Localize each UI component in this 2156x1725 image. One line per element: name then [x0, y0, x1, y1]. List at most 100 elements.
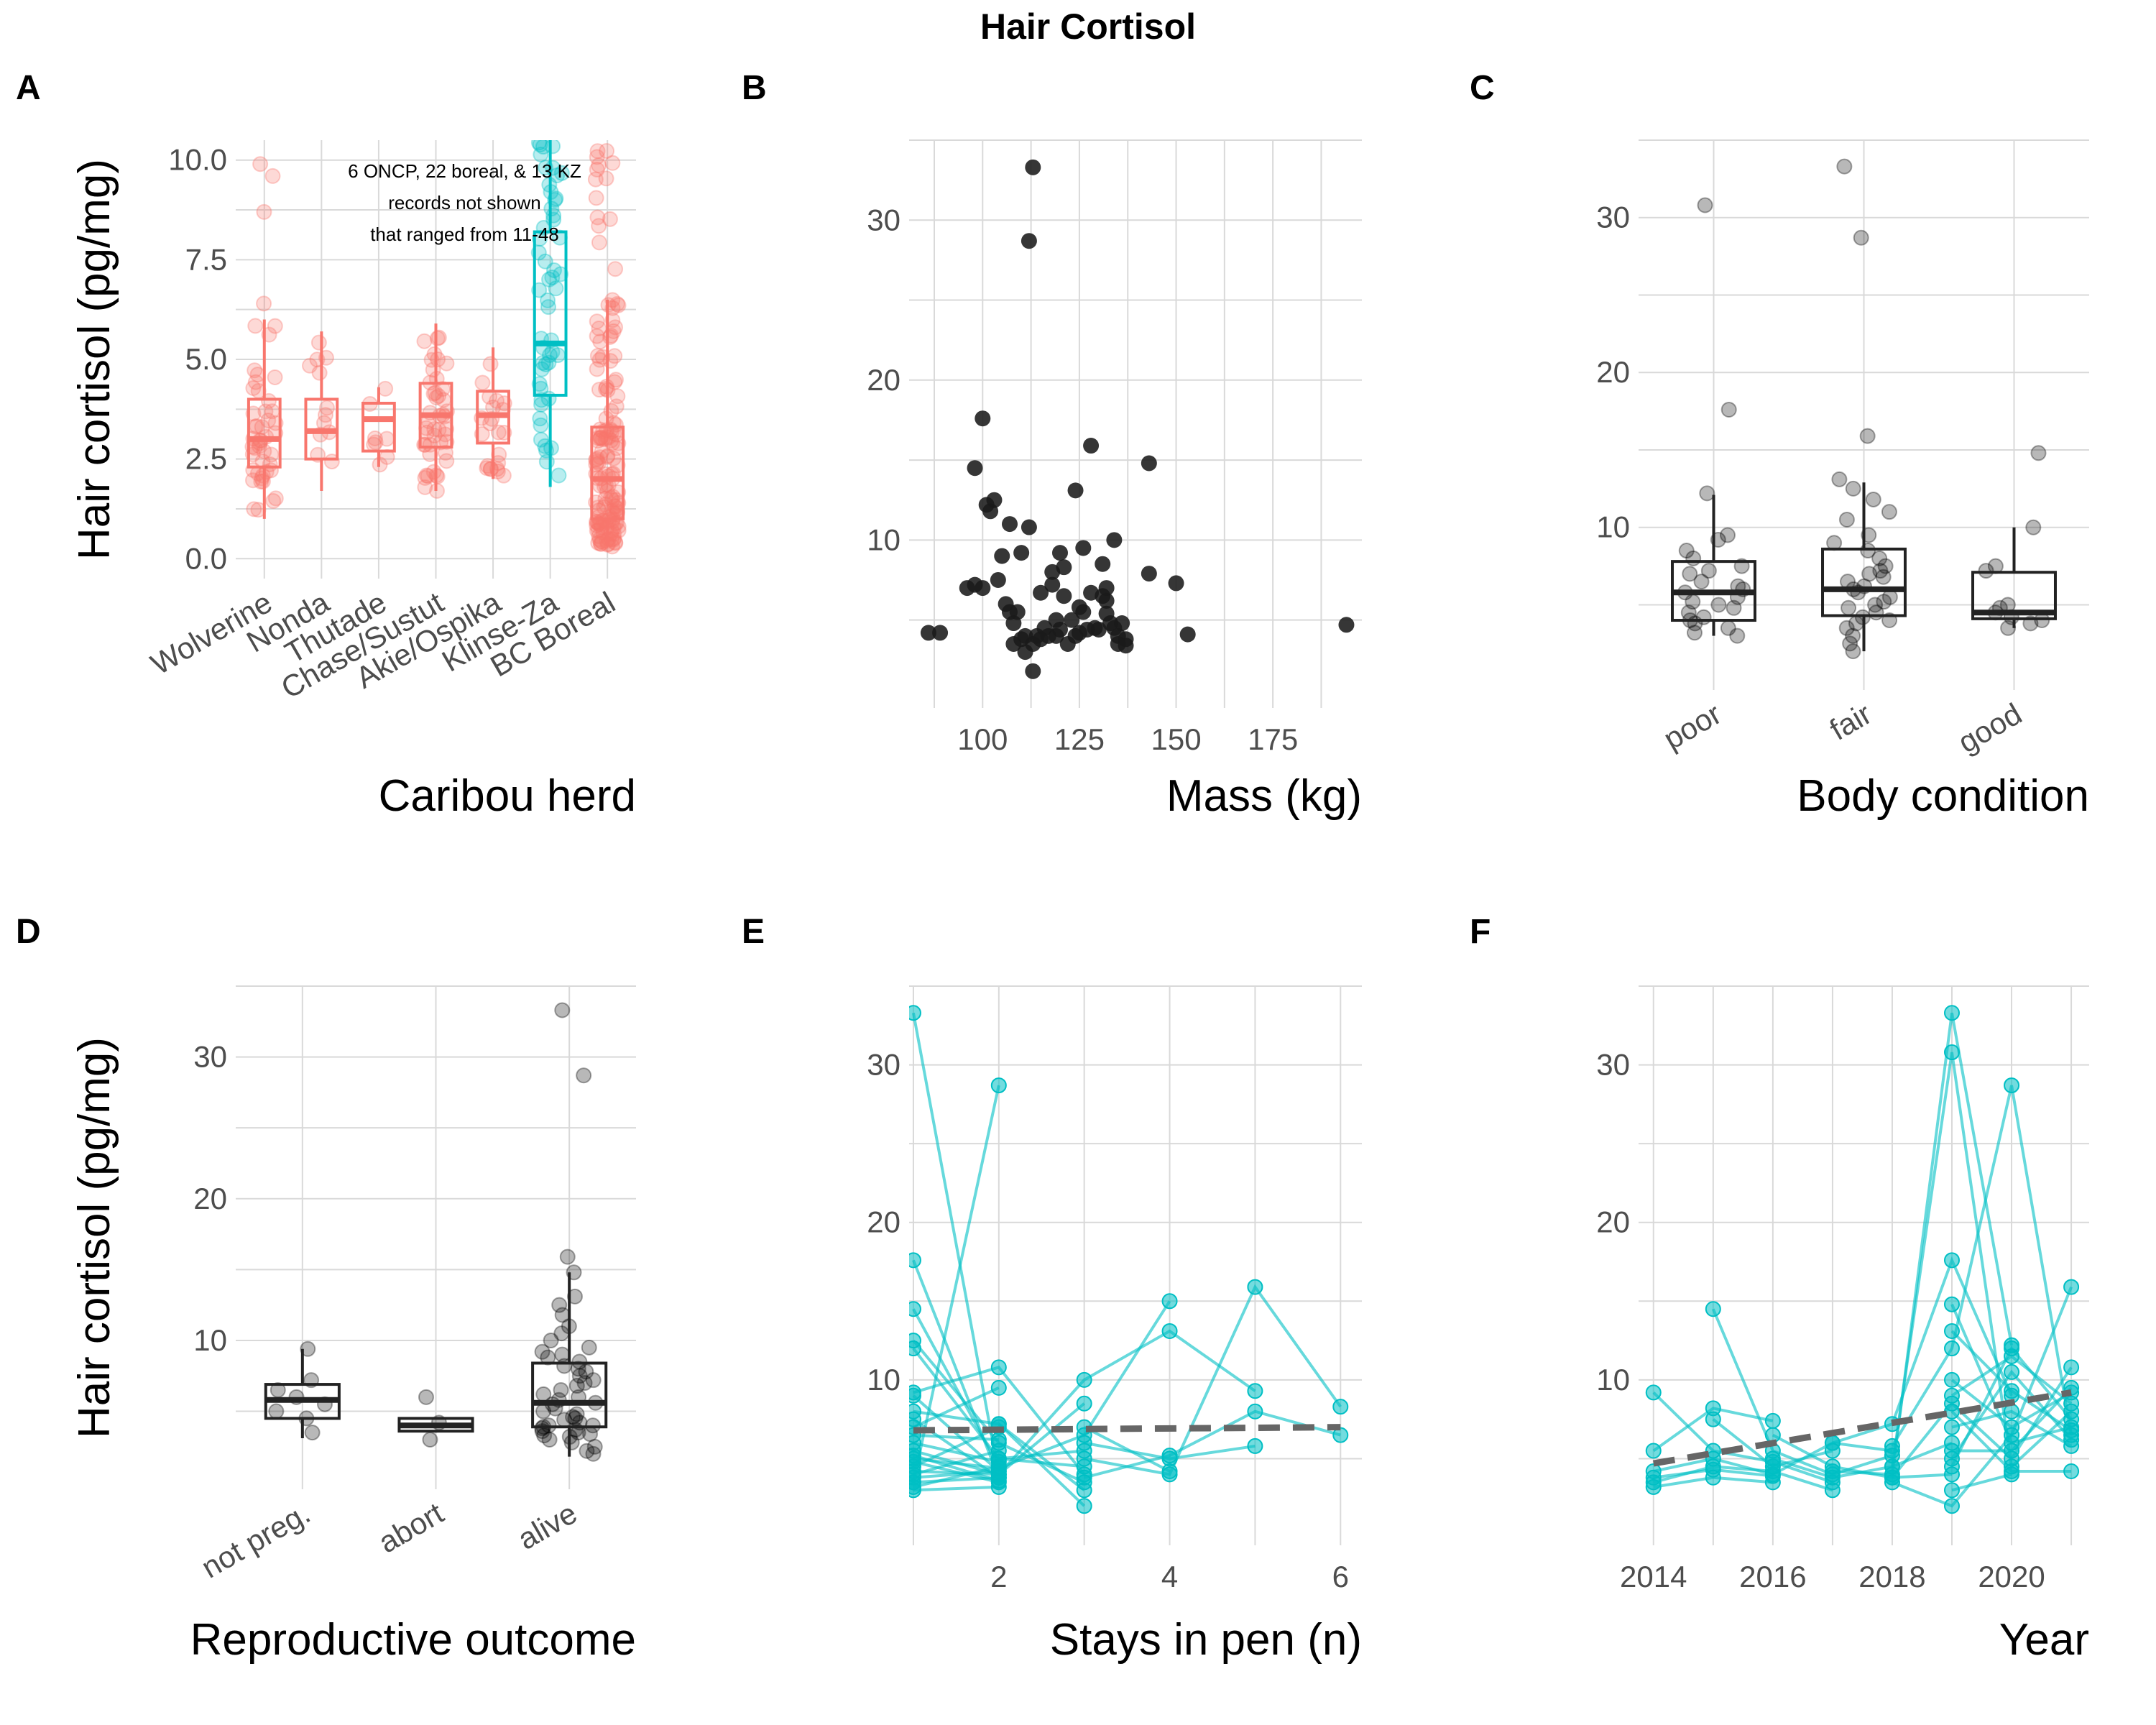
- data-point: [909, 1482, 921, 1499]
- data-point: [603, 432, 619, 448]
- y-tick-label: 20: [193, 1182, 227, 1215]
- data-point: [263, 446, 280, 463]
- data-point: [1875, 569, 1892, 585]
- data-point: [585, 1445, 602, 1462]
- series-line: [998, 1449, 1084, 1460]
- data-point: [490, 455, 507, 472]
- data-point: [1247, 1403, 1263, 1420]
- x-axis-label: Mass (kg): [1166, 771, 1362, 821]
- data-point: [311, 364, 328, 381]
- panel-B: B 10 20 30 100 125 150 175 Mass (kg): [742, 69, 1362, 821]
- y-tick-label: 20: [1596, 1205, 1630, 1239]
- x-axis-label: Reproductive outcome: [190, 1615, 636, 1665]
- box: [531, 1361, 608, 1429]
- data-point: [607, 261, 624, 277]
- data-point: [540, 292, 556, 308]
- data-point: [1056, 588, 1072, 604]
- x-tick-label: 175: [1248, 722, 1298, 756]
- x-tick-label: alive: [512, 1496, 582, 1556]
- y-tick-label: 30: [867, 203, 900, 236]
- panel-A: A0.02.55.07.510.0WolverineNondaThutadeCh…: [16, 69, 636, 821]
- data-point: [310, 334, 327, 351]
- data-point: [267, 318, 283, 334]
- data-point: [1083, 438, 1100, 454]
- box: [533, 230, 568, 397]
- data-point: [1645, 1384, 1662, 1401]
- data-point: [535, 1403, 552, 1420]
- data-point: [1845, 643, 1861, 660]
- data-point: [426, 428, 443, 444]
- y-tick-label: 20: [1596, 355, 1630, 389]
- data-point: [1021, 519, 1037, 535]
- data-point: [1943, 1482, 1960, 1499]
- data-point: [1865, 491, 1881, 507]
- data-point: [379, 431, 395, 447]
- data-point: [430, 351, 446, 368]
- data-point: [430, 387, 447, 404]
- data-point: [1247, 1383, 1263, 1399]
- data-point: [576, 1067, 592, 1084]
- data-point: [302, 357, 318, 374]
- data-point: [1842, 635, 1858, 652]
- data-point: [438, 355, 455, 372]
- data-point: [2030, 445, 2047, 461]
- x-tick-label: abort: [373, 1496, 450, 1560]
- y-tick-label: 30: [193, 1040, 227, 1074]
- data-point: [482, 356, 499, 372]
- data-point: [1943, 1498, 1960, 1514]
- data-point: [597, 381, 614, 397]
- trend-line: [913, 1424, 1341, 1434]
- data-point: [990, 1450, 1007, 1467]
- panel-tag-B: B: [742, 69, 767, 107]
- series-line: [913, 1425, 1000, 1468]
- data-point: [1705, 1411, 1721, 1427]
- data-point: [589, 143, 606, 160]
- data-point: [533, 417, 549, 433]
- panel-F: F 10 20 30 2014 2016 2018 2020 Year: [1470, 913, 2089, 1665]
- data-point: [599, 448, 615, 465]
- data-point: [418, 467, 435, 484]
- data-point: [1943, 1340, 1960, 1357]
- series-line: [1832, 1012, 2014, 1476]
- data-point: [585, 1372, 602, 1389]
- data-point: [591, 218, 607, 234]
- series-line: [1890, 1052, 2073, 1470]
- data-point: [2063, 1395, 2080, 1412]
- data-point: [1943, 1296, 1960, 1312]
- data-point: [1871, 550, 1888, 566]
- data-point: [490, 424, 507, 441]
- series-line: [1711, 1308, 1893, 1476]
- data-point: [256, 203, 272, 220]
- data-point: [256, 295, 272, 312]
- data-point: [604, 312, 621, 328]
- panel-tag-C: C: [1470, 69, 1495, 107]
- data-point: [2025, 519, 2042, 535]
- data-point: [598, 428, 614, 445]
- x-tick-label: fair: [1824, 696, 1877, 747]
- data-point: [589, 313, 605, 330]
- data-point: [1824, 1435, 1841, 1451]
- data-point: [581, 1339, 597, 1356]
- data-point: [1002, 516, 1018, 533]
- data-point: [563, 1434, 580, 1450]
- data-point: [599, 448, 616, 464]
- data-point: [489, 392, 505, 409]
- panel-D: D 10 20 30 not preg. abort alive Reproductive o…: [16, 913, 636, 1665]
- data-point: [247, 362, 263, 379]
- data-point: [1168, 575, 1184, 592]
- data-point: [264, 167, 281, 184]
- y-tick-label: 30: [1596, 1048, 1630, 1082]
- data-point: [1861, 566, 1878, 582]
- data-point: [589, 361, 605, 377]
- data-point: [597, 431, 614, 447]
- data-point: [610, 297, 627, 313]
- data-point: [537, 253, 553, 270]
- data-point: [1076, 1371, 1092, 1388]
- data-point: [367, 430, 383, 446]
- x-axis-label: Stays in pen (n): [1050, 1615, 1362, 1665]
- data-point: [553, 165, 570, 181]
- data-point: [603, 525, 619, 542]
- x-tick-label: 4: [1161, 1560, 1178, 1593]
- series-line: [998, 1422, 1085, 1491]
- data-point: [254, 454, 271, 470]
